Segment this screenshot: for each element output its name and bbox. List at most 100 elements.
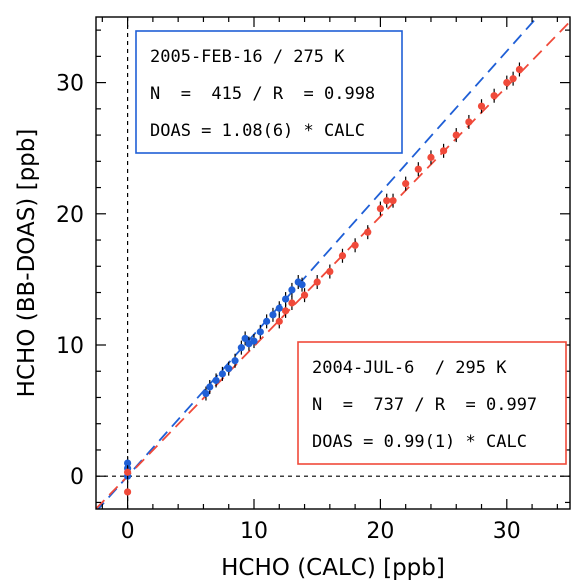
marker xyxy=(313,278,321,286)
data-point-series2-22 xyxy=(490,88,498,103)
data-point-series2-3 xyxy=(275,314,283,329)
marker xyxy=(241,334,249,343)
data-point-series2-17 xyxy=(427,150,435,165)
annotation-line: DOAS = 0.99(1) * CALC xyxy=(312,432,527,452)
data-point-series1-13 xyxy=(250,334,258,349)
data-point-series2-14 xyxy=(389,193,397,208)
marker xyxy=(326,267,334,276)
data-point-series2-6 xyxy=(300,288,309,303)
data-point-series2-23 xyxy=(503,75,511,90)
data-point-series2-8 xyxy=(326,264,334,279)
marker xyxy=(218,370,226,378)
data-point-series1-5 xyxy=(206,379,214,394)
annotation-frame xyxy=(297,341,567,465)
data-point-series1-19 xyxy=(288,282,296,297)
marker xyxy=(465,118,473,126)
data-point-series1-17 xyxy=(275,301,283,316)
annotation-box-1: 2005-FEB-16 / 275 K N = 415 / R = 0.998 DO… xyxy=(135,30,403,154)
annotation-line: N = 415 / R = 0.998 xyxy=(150,84,375,104)
marker xyxy=(402,180,410,188)
data-point-series1-8 xyxy=(225,361,233,376)
data-point-series2-10 xyxy=(351,238,359,253)
data-point-series2-5 xyxy=(288,296,296,311)
axis-tick-labels: 0 10 20 30 0 10 20 30 xyxy=(56,72,521,544)
data-point-series2-12 xyxy=(376,201,384,216)
marker xyxy=(515,65,524,74)
marker xyxy=(509,75,517,83)
data-point-series1-4 xyxy=(202,386,210,401)
marker xyxy=(477,102,486,110)
marker xyxy=(275,304,283,312)
marker xyxy=(275,317,283,325)
data-point-series1-10 xyxy=(237,340,245,355)
marker xyxy=(288,286,296,294)
marker xyxy=(282,295,290,303)
data-point-series2-16 xyxy=(414,162,422,177)
y-axis-label: HCHO (BB-DOAS) [ppb] xyxy=(14,129,40,398)
zero-reference-lines xyxy=(96,17,570,509)
y-tick-label: 0 xyxy=(70,465,84,490)
data-point-series2-21 xyxy=(477,99,486,114)
x-axis-label: HCHO (CALC) [ppb] xyxy=(221,555,445,581)
marker xyxy=(490,92,498,100)
marker xyxy=(376,204,384,213)
marker xyxy=(250,337,258,345)
marker xyxy=(225,365,233,373)
marker xyxy=(364,228,372,236)
data-point-series1-15 xyxy=(263,314,271,329)
plot-frame xyxy=(95,16,571,510)
x-tick-label: 0 xyxy=(121,519,135,544)
marker xyxy=(231,357,239,365)
annotation-line: 2005-FEB-16 / 275 K xyxy=(150,47,345,67)
data-point-series1-21 xyxy=(298,277,306,292)
marker xyxy=(124,488,132,496)
data-point-series1-18 xyxy=(282,292,290,307)
data-point-series2-4 xyxy=(282,303,290,318)
data-point-series2-25 xyxy=(515,62,524,77)
marker xyxy=(503,79,511,87)
marker xyxy=(414,165,422,173)
data-point-series1-16 xyxy=(269,307,277,322)
annotation-box-2: 2004-JUL-6 / 295 K N = 737 / R = 0.997 DOA… xyxy=(297,341,567,465)
data-point-series2-24 xyxy=(509,71,517,86)
data-point-series2-7 xyxy=(313,275,321,290)
marker xyxy=(212,376,220,385)
data-point-series1-14 xyxy=(256,324,264,339)
data-point-series1-9 xyxy=(231,353,239,368)
marker xyxy=(440,147,448,155)
data-point-series2-19 xyxy=(452,128,460,143)
x-tick-label: 30 xyxy=(493,519,521,544)
marker xyxy=(298,281,306,289)
axis-ticks xyxy=(96,17,570,509)
marker xyxy=(351,241,359,249)
marker xyxy=(452,131,460,139)
data-point-series1-6 xyxy=(212,373,220,388)
fit-line-1 xyxy=(97,17,539,509)
data-points xyxy=(124,62,524,499)
data-point-series2-15 xyxy=(402,176,410,191)
marker xyxy=(237,344,245,352)
data-point-series2-11 xyxy=(364,225,372,240)
data-point-series2-20 xyxy=(465,114,473,129)
data-point-series2-13 xyxy=(383,193,391,208)
marker xyxy=(202,389,210,398)
x-tick-label: 10 xyxy=(240,519,268,544)
y-tick-label: 20 xyxy=(56,203,84,228)
data-point-series1-11 xyxy=(241,331,249,346)
marker xyxy=(300,291,309,299)
y-tick-label: 10 xyxy=(56,334,84,359)
data-point-series1-7 xyxy=(218,366,226,381)
marker xyxy=(338,252,347,260)
data-point-series2-1 xyxy=(124,484,132,499)
x-tick-label: 20 xyxy=(366,519,394,544)
marker xyxy=(206,383,214,391)
marker xyxy=(124,468,132,476)
data-point-series2-2 xyxy=(124,465,132,480)
annotation-boxes: 2005-FEB-16 / 275 K N = 415 / R = 0.998 DO… xyxy=(135,30,567,465)
marker xyxy=(427,153,435,161)
marker xyxy=(389,197,397,205)
marker xyxy=(124,459,132,467)
marker xyxy=(282,307,290,315)
annotation-line: N = 737 / R = 0.997 xyxy=(312,395,537,415)
